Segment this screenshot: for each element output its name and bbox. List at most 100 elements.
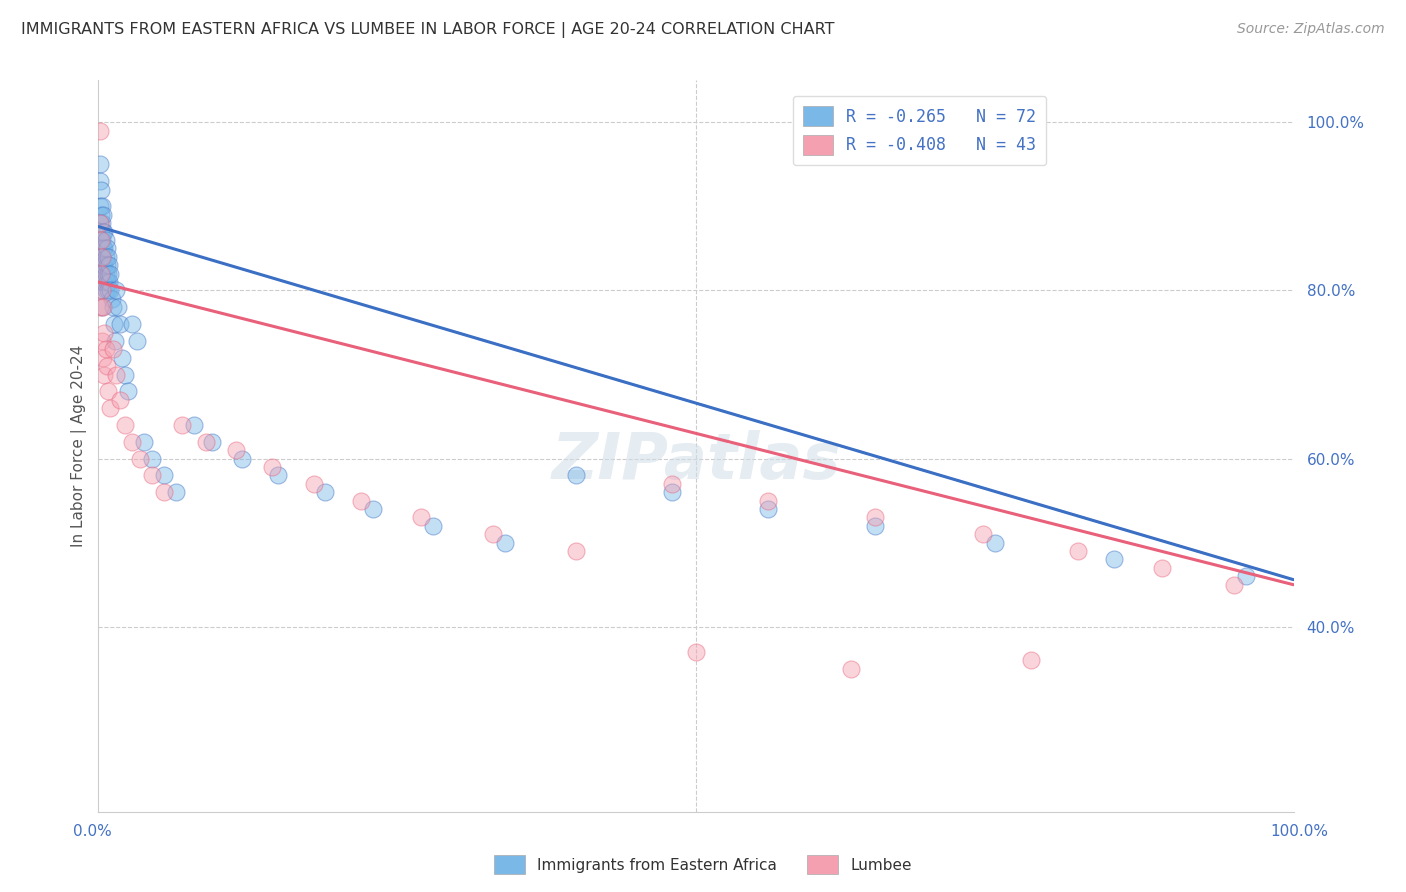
Point xyxy=(865,510,887,524)
Point xyxy=(201,434,224,449)
Text: 0.0%: 0.0% xyxy=(73,824,112,839)
Text: 100.0%: 100.0% xyxy=(1271,824,1329,839)
Point xyxy=(91,334,114,348)
Point xyxy=(231,451,253,466)
Point xyxy=(1019,653,1042,667)
Point xyxy=(125,334,148,348)
Point xyxy=(89,174,111,188)
Point xyxy=(100,292,122,306)
Point xyxy=(1234,569,1257,583)
Point xyxy=(756,502,779,516)
Point xyxy=(94,267,117,281)
Point xyxy=(96,258,118,272)
Point xyxy=(93,275,115,289)
Point xyxy=(91,300,114,314)
Point xyxy=(89,216,111,230)
Point xyxy=(89,157,111,171)
Point xyxy=(89,199,111,213)
Point xyxy=(91,208,114,222)
Point xyxy=(117,384,139,399)
Point xyxy=(363,502,385,516)
Point xyxy=(91,225,114,239)
Point xyxy=(165,485,187,500)
Text: IMMIGRANTS FROM EASTERN AFRICA VS LUMBEE IN LABOR FORCE | AGE 20-24 CORRELATION : IMMIGRANTS FROM EASTERN AFRICA VS LUMBEE… xyxy=(21,22,835,38)
Point xyxy=(104,334,127,348)
Point xyxy=(105,368,128,382)
Point xyxy=(685,645,707,659)
Point xyxy=(350,493,373,508)
Point xyxy=(90,225,112,239)
Point xyxy=(841,662,863,676)
Point xyxy=(565,544,588,558)
Point xyxy=(315,485,337,500)
Point xyxy=(865,519,887,533)
Point xyxy=(121,317,143,331)
Point xyxy=(111,351,134,365)
Point xyxy=(494,535,516,549)
Point xyxy=(93,258,115,272)
Point xyxy=(1223,578,1246,592)
Point xyxy=(91,267,114,281)
Point xyxy=(96,359,118,373)
Point xyxy=(481,527,505,541)
Point xyxy=(98,401,122,416)
Point xyxy=(121,434,143,449)
Point xyxy=(91,275,114,289)
Point xyxy=(141,451,163,466)
Point xyxy=(97,284,120,298)
Point xyxy=(661,485,683,500)
Point xyxy=(153,485,176,500)
Point xyxy=(984,535,1007,549)
Point xyxy=(91,250,114,264)
Point xyxy=(90,208,112,222)
Point xyxy=(98,275,121,289)
Point xyxy=(89,233,111,247)
Point xyxy=(1152,561,1174,575)
Point xyxy=(153,468,176,483)
Point xyxy=(129,451,152,466)
Point xyxy=(89,216,111,230)
Point xyxy=(101,300,124,314)
Point xyxy=(756,493,779,508)
Point xyxy=(94,284,117,298)
Point xyxy=(93,368,115,382)
Point xyxy=(411,510,433,524)
Point xyxy=(103,317,125,331)
Point xyxy=(141,468,163,483)
Point xyxy=(108,392,131,407)
Point xyxy=(1067,544,1090,558)
Point xyxy=(97,384,120,399)
Point xyxy=(172,417,194,432)
Point xyxy=(422,519,444,533)
Y-axis label: In Labor Force | Age 20-24: In Labor Force | Age 20-24 xyxy=(72,345,87,547)
Point xyxy=(565,468,588,483)
Legend: Immigrants from Eastern Africa, Lumbee: Immigrants from Eastern Africa, Lumbee xyxy=(488,849,918,880)
Point xyxy=(89,300,111,314)
Point xyxy=(90,233,112,247)
Point xyxy=(972,527,994,541)
Point xyxy=(101,343,124,357)
Text: ZIPatlas: ZIPatlas xyxy=(551,430,841,491)
Point xyxy=(98,284,122,298)
Point xyxy=(105,284,128,298)
Point xyxy=(90,242,112,256)
Point xyxy=(195,434,218,449)
Point xyxy=(93,225,115,239)
Point xyxy=(302,476,325,491)
Point xyxy=(90,183,112,197)
Point xyxy=(98,267,122,281)
Point xyxy=(91,233,114,247)
Point xyxy=(108,317,131,331)
Point xyxy=(225,443,247,458)
Point xyxy=(114,417,136,432)
Point xyxy=(89,124,111,138)
Legend: R = -0.265   N = 72, R = -0.408   N = 43: R = -0.265 N = 72, R = -0.408 N = 43 xyxy=(793,96,1046,165)
Point xyxy=(89,250,111,264)
Point xyxy=(132,434,155,449)
Point xyxy=(90,267,112,281)
Point xyxy=(91,300,114,314)
Point xyxy=(98,258,121,272)
Point xyxy=(1104,552,1126,566)
Point xyxy=(91,250,114,264)
Point xyxy=(97,267,120,281)
